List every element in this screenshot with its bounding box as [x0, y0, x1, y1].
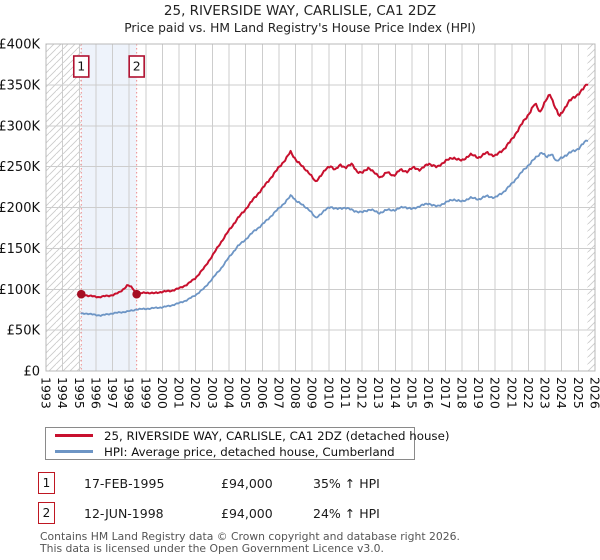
- svg-text:£350K: £350K: [0, 78, 40, 93]
- hpi-line-swatch: [55, 450, 93, 453]
- sale-marker-flag-2: 2: [128, 55, 145, 78]
- svg-text:2001: 2001: [172, 377, 187, 409]
- license-line-2: This data is licensed under the Open Gov…: [40, 542, 384, 555]
- svg-text:2020: 2020: [488, 377, 503, 409]
- svg-text:2023: 2023: [538, 377, 553, 409]
- svg-text:£400K: £400K: [0, 38, 40, 53]
- svg-text:2018: 2018: [454, 377, 469, 409]
- property-line-swatch: [55, 434, 93, 437]
- legend-item-hpi: HPI: Average price, detached house, Cumb…: [46, 445, 414, 459]
- legend-item-property: 25, RIVERSIDE WAY, CARLISLE, CA1 2DZ (de…: [46, 429, 449, 443]
- svg-text:2004: 2004: [222, 377, 237, 409]
- gridlines: [45, 43, 596, 372]
- svg-text:2017: 2017: [438, 377, 453, 409]
- svg-text:£250K: £250K: [0, 160, 40, 175]
- svg-text:£100K: £100K: [0, 283, 40, 298]
- svg-text:1993: 1993: [39, 377, 54, 409]
- svg-text:2009: 2009: [305, 377, 320, 409]
- svg-text:2016: 2016: [421, 377, 436, 409]
- sale-date-vlines: [80, 44, 138, 371]
- price-chart: 1 2 £0 £50K £100K £150K £200K £250K £300K £350K £4…: [0, 38, 600, 409]
- transaction-row-2: 2 12-JUN-1998 £94,000 24% ↑ HPI: [0, 502, 600, 526]
- transaction-2-date: 12-JUN-1998: [84, 506, 164, 521]
- svg-text:£200K: £200K: [0, 201, 40, 216]
- svg-text:2: 2: [133, 59, 141, 74]
- svg-text:2026: 2026: [588, 377, 600, 409]
- transaction-1-date: 17-FEB-1995: [84, 476, 165, 491]
- svg-text:2000: 2000: [155, 377, 170, 409]
- svg-text:2007: 2007: [271, 377, 286, 409]
- svg-text:1997: 1997: [105, 377, 120, 409]
- svg-text:2015: 2015: [405, 377, 420, 409]
- svg-text:2003: 2003: [205, 377, 220, 409]
- hpi-line: [80, 139, 589, 317]
- svg-text:2011: 2011: [338, 377, 353, 409]
- svg-text:2014: 2014: [388, 377, 403, 409]
- transaction-2-price: £94,000: [221, 506, 273, 521]
- svg-text:2006: 2006: [255, 377, 270, 409]
- transaction-1-badge: 1: [38, 472, 55, 494]
- svg-text:1994: 1994: [55, 377, 70, 409]
- svg-text:£150K: £150K: [0, 242, 40, 257]
- x-axis-labels: 1993 1994 1995 1996 1997 1998 1999 2000 2001 2002…: [39, 377, 600, 409]
- svg-text:£50K: £50K: [7, 324, 41, 339]
- chart-legend: 25, RIVERSIDE WAY, CARLISLE, CA1 2DZ (de…: [45, 427, 449, 460]
- svg-text:2005: 2005: [238, 377, 253, 409]
- property-price-line: [80, 83, 589, 299]
- svg-text:2019: 2019: [471, 377, 486, 409]
- y-axis-labels: £0 £50K £100K £150K £200K £250K £300K £350K £400…: [0, 38, 40, 380]
- svg-text:2002: 2002: [188, 377, 203, 409]
- legend-label-hpi: HPI: Average price, detached house, Cumb…: [104, 444, 395, 459]
- svg-text:2013: 2013: [371, 377, 386, 409]
- svg-text:2021: 2021: [504, 377, 519, 409]
- svg-text:1: 1: [77, 59, 85, 74]
- page-subtitle: Price paid vs. HM Land Registry's House …: [124, 21, 476, 35]
- svg-text:1998: 1998: [122, 377, 137, 409]
- svg-text:2025: 2025: [571, 377, 586, 409]
- svg-text:1999: 1999: [138, 377, 153, 409]
- page-title: 25, RIVERSIDE WAY, CARLISLE, CA1 2DZ: [163, 3, 437, 19]
- transaction-2-hpi-delta: 24% ↑ HPI: [313, 506, 380, 521]
- svg-text:2024: 2024: [554, 377, 569, 409]
- transaction-row-1: 1 17-FEB-1995 £94,000 35% ↑ HPI: [0, 472, 600, 496]
- transaction-1-hpi-delta: 35% ↑ HPI: [313, 476, 380, 491]
- plot-border: [45, 43, 596, 372]
- svg-text:1996: 1996: [88, 377, 103, 409]
- legend-label-property: 25, RIVERSIDE WAY, CARLISLE, CA1 2DZ (de…: [104, 428, 450, 443]
- svg-text:2022: 2022: [521, 377, 536, 409]
- sale-markers: [76, 289, 141, 299]
- transaction-1-price: £94,000: [221, 476, 273, 491]
- transaction-2-badge: 2: [38, 502, 55, 524]
- sale-marker-flag-1: 1: [72, 55, 90, 78]
- license-footer: Contains HM Land Registry data © Crown c…: [40, 531, 580, 555]
- license-line-1: Contains HM Land Registry data © Crown c…: [40, 530, 460, 543]
- svg-text:£300K: £300K: [0, 119, 40, 134]
- svg-text:2012: 2012: [355, 377, 370, 409]
- svg-text:2008: 2008: [288, 377, 303, 409]
- svg-text:£0: £0: [23, 365, 40, 380]
- svg-text:1995: 1995: [72, 377, 87, 409]
- svg-text:2010: 2010: [321, 377, 336, 409]
